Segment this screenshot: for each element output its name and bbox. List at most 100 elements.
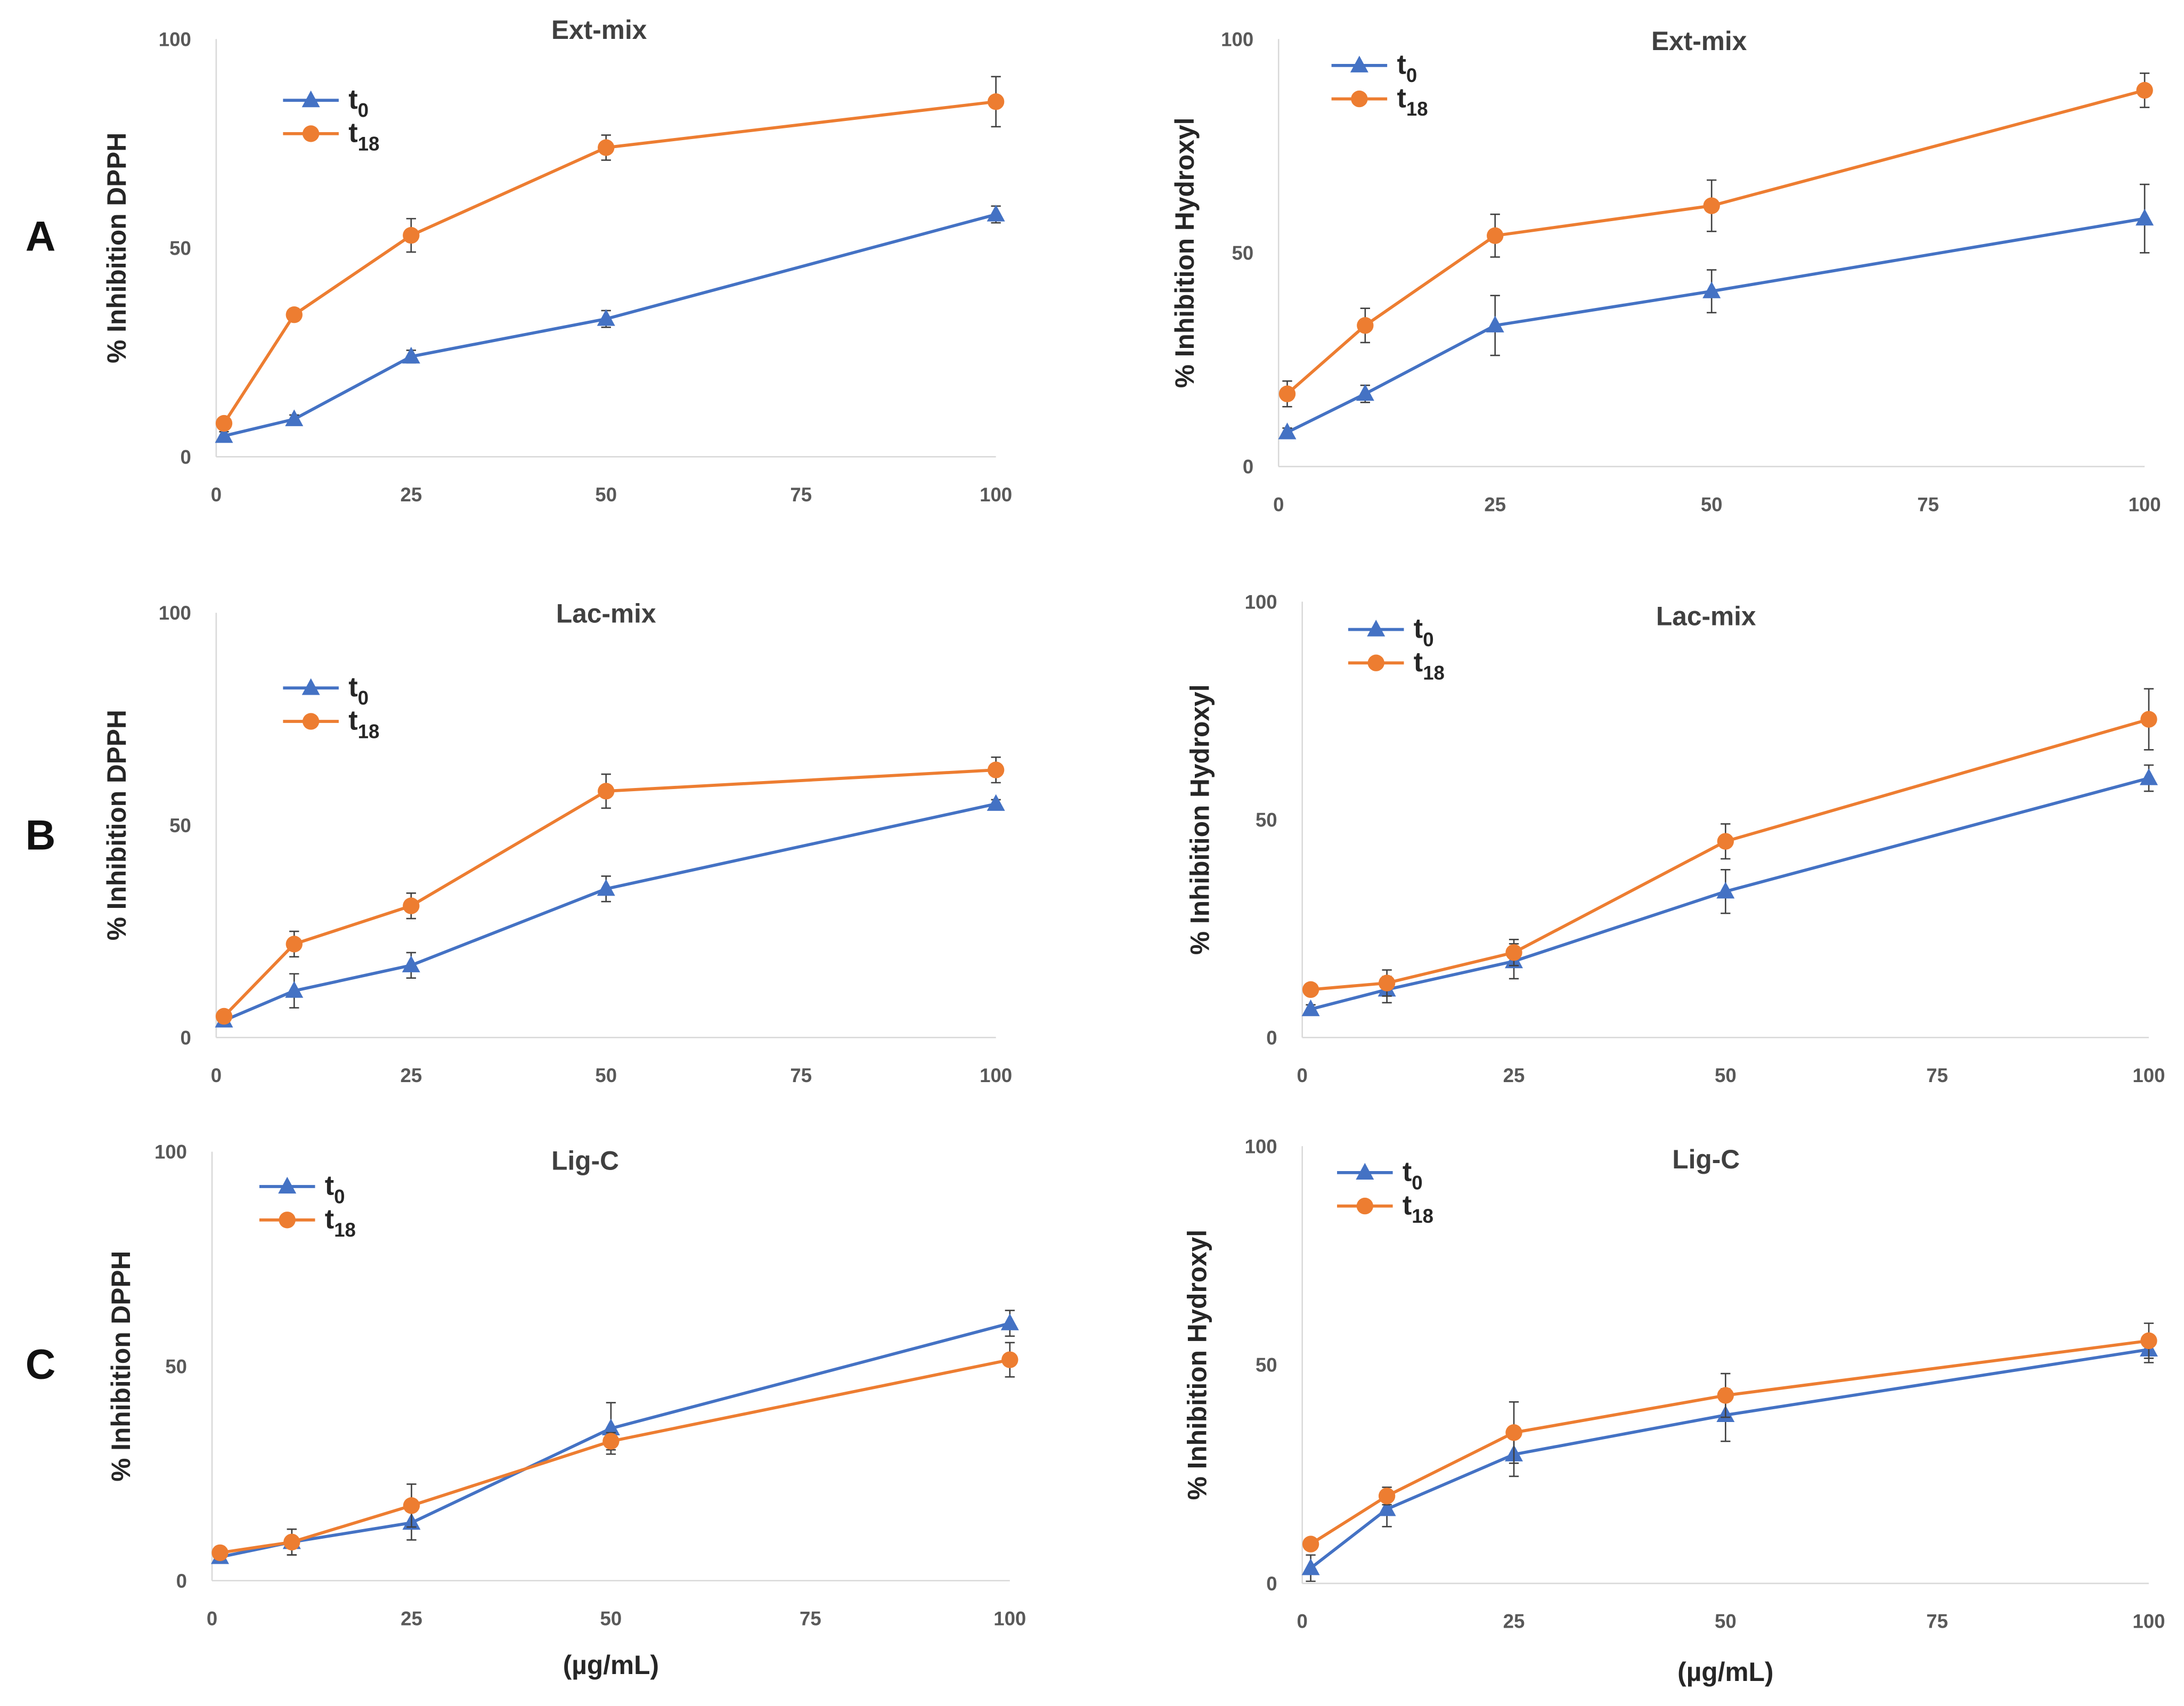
legend-subscript: 0 (358, 100, 369, 121)
data-point-t18 (987, 93, 1005, 110)
legend-subscript: 18 (358, 133, 380, 155)
legend-marker-t0 (1356, 1163, 1374, 1180)
data-point-t0 (1301, 1558, 1320, 1575)
x-tick-label: 75 (800, 1607, 821, 1629)
data-point-t18 (1302, 1536, 1319, 1553)
x-tick-label: 25 (400, 1065, 422, 1086)
legend-subscript: 0 (1406, 64, 1417, 86)
x-tick-label: 50 (1715, 1065, 1737, 1086)
data-point-t0 (601, 1418, 620, 1436)
data-point-t18 (1378, 974, 1396, 992)
x-tick-label: 0 (211, 484, 222, 506)
legend-subscript: 0 (1412, 1172, 1422, 1193)
series-line-t18 (1310, 1339, 2149, 1546)
x-tick-label: 100 (980, 1065, 1012, 1086)
x-tick-label: 0 (1297, 1611, 1308, 1632)
panel-label: C (26, 1341, 56, 1388)
x-tick-label: 100 (2129, 493, 2161, 515)
y-tick-label: 0 (176, 1570, 187, 1592)
legend-subscript: 0 (358, 687, 369, 709)
data-point-t18 (1505, 1424, 1522, 1441)
y-tick-label: 100 (159, 602, 191, 624)
legend-subscript: 18 (358, 720, 380, 742)
y-tick-label: 0 (1266, 1027, 1277, 1049)
data-point-t18 (2140, 1332, 2157, 1350)
chart-title: Lig-C (1672, 1144, 1740, 1174)
y-tick-label: 0 (180, 1027, 191, 1049)
y-tick-label: 50 (165, 1355, 187, 1377)
chart-4: 0 50 100 0 25 50 75 100 Lac-mix % Inhibition Hydr… (1185, 591, 2165, 1086)
x-tick-label: 25 (401, 1607, 422, 1629)
y-tick-label: 0 (1266, 1573, 1277, 1595)
data-point-t18 (1278, 385, 1296, 402)
x-tick-label: 75 (1917, 493, 1939, 515)
series-line-t18 (219, 1358, 1010, 1555)
legend-label-t0: t0 (325, 1171, 345, 1208)
data-point-t18 (2136, 82, 2153, 99)
data-point-t0 (1702, 281, 1721, 298)
data-point-t0 (597, 879, 615, 896)
legend-marker-t18 (1356, 1197, 1374, 1215)
y-axis-label: % Inhibition DPPH (106, 1251, 136, 1482)
y-tick-label: 50 (169, 237, 191, 259)
y-tick-label: 50 (169, 815, 191, 836)
chart-5: 0 50 100 0 25 50 75 100 Lig-C % Inhibition DPPH (µ… (26, 1141, 1026, 1680)
series-t18 (1302, 688, 2157, 998)
series-t0 (215, 205, 1005, 443)
data-point-t18 (283, 1533, 300, 1550)
legend-label-t0: t0 (348, 672, 369, 709)
x-axis-label: (µg/mL) (1677, 1657, 1773, 1687)
legend-label-t18: t18 (348, 118, 379, 155)
x-tick-label: 100 (2132, 1065, 2165, 1086)
data-point-t0 (1486, 315, 1504, 332)
x-tick-label: 25 (1484, 493, 1506, 515)
legend-label-t18: t18 (348, 705, 379, 743)
y-tick-label: 50 (1232, 242, 1254, 264)
data-point-t18 (598, 139, 615, 156)
series-t18 (215, 756, 1005, 1025)
data-point-t0 (402, 346, 420, 364)
data-point-t0 (285, 409, 304, 426)
data-point-t0 (987, 794, 1005, 811)
x-tick-label: 50 (595, 484, 617, 506)
x-tick-label: 25 (1503, 1611, 1525, 1632)
legend-subscript: 18 (1406, 98, 1428, 120)
panel-label: B (26, 811, 56, 858)
legend-label-t18: t18 (1397, 83, 1428, 120)
chart-title: Lig-C (551, 1146, 619, 1176)
y-tick-label: 50 (1256, 1354, 1277, 1376)
data-point-t18 (403, 227, 420, 244)
legend-marker-t0 (301, 678, 320, 695)
legend-label-t18: t18 (1414, 647, 1445, 684)
data-point-t18 (1717, 833, 1734, 850)
y-axis-label: % Inhibition Hydroxyl (1170, 118, 1200, 388)
y-axis-label: % Inhibition Hydroxyl (1185, 684, 1215, 955)
data-point-t0 (2136, 208, 2154, 226)
series-t18 (1302, 1322, 2157, 1553)
x-tick-label: 50 (595, 1065, 617, 1086)
series-line-t18 (1310, 718, 2149, 992)
x-tick-label: 50 (1715, 1611, 1737, 1632)
legend-marker-t0 (1367, 620, 1386, 637)
legend-label-t0: t0 (1397, 50, 1417, 87)
panel-label: A (26, 213, 56, 259)
series-line-t0 (1286, 217, 2145, 434)
data-point-t0 (1301, 999, 1320, 1017)
y-tick-label: 0 (1243, 456, 1253, 478)
legend-subscript: 18 (334, 1219, 356, 1241)
x-tick-label: 0 (1273, 493, 1284, 515)
data-point-t18 (403, 897, 420, 914)
legend-marker-t18 (302, 713, 320, 730)
data-point-t0 (2139, 768, 2158, 785)
y-tick-label: 100 (159, 28, 191, 50)
x-tick-label: 100 (2132, 1611, 2165, 1632)
y-tick-label: 100 (1245, 591, 1277, 613)
data-point-t18 (215, 415, 233, 432)
series-t0 (1301, 764, 2158, 1017)
legend-label-t0: t0 (1403, 1157, 1423, 1194)
x-tick-label: 0 (211, 1065, 222, 1086)
data-point-t18 (1717, 1387, 1734, 1404)
x-tick-label: 25 (1503, 1065, 1525, 1086)
legend-marker-t18 (1367, 654, 1384, 671)
